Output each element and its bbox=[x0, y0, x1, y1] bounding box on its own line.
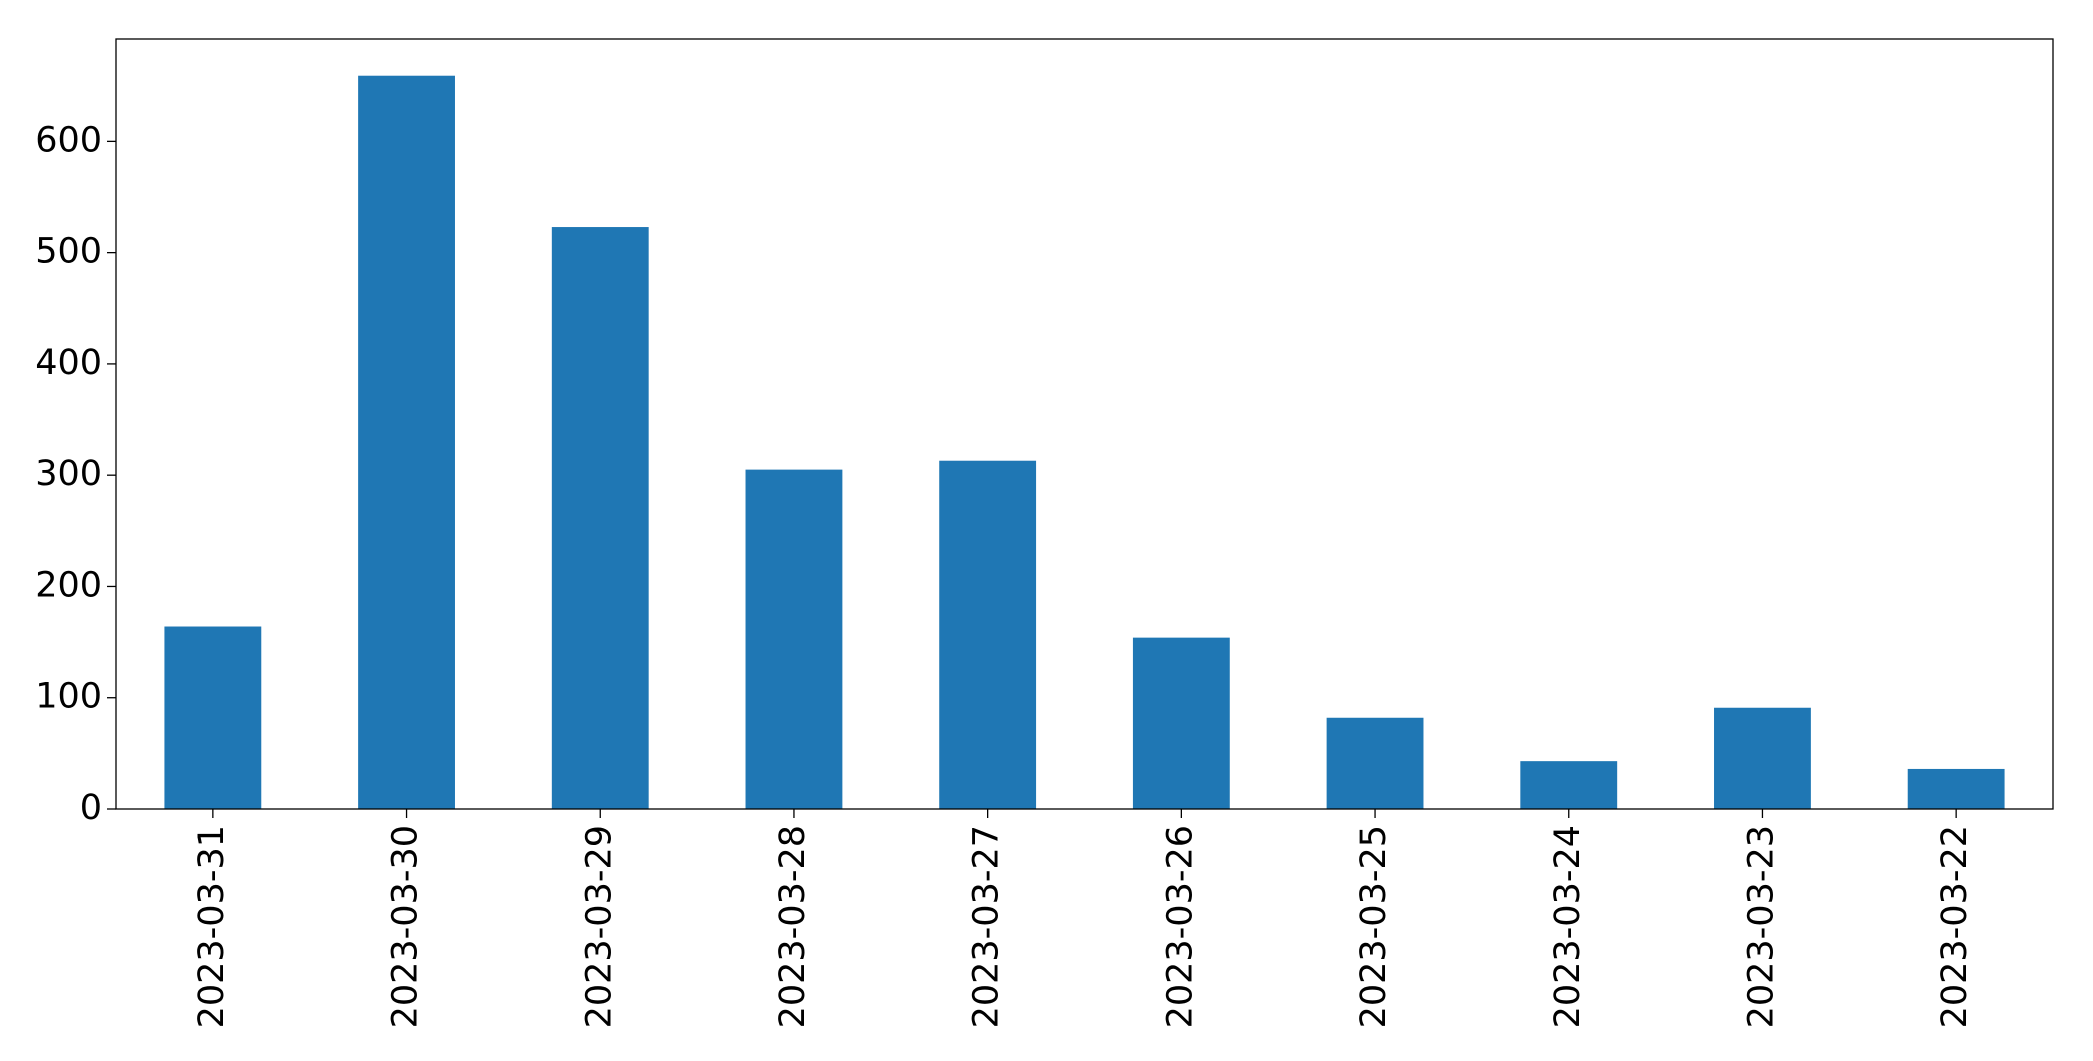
y-tick-label: 400 bbox=[35, 343, 102, 383]
bar bbox=[1907, 768, 2005, 809]
x-tick-label: 2023-03-24 bbox=[1548, 825, 1588, 1028]
y-tick-label: 200 bbox=[35, 565, 102, 605]
bar bbox=[551, 227, 649, 809]
x-tick-label: 2023-03-23 bbox=[1741, 825, 1781, 1028]
x-tick-label: 2023-03-25 bbox=[1354, 825, 1394, 1028]
bar bbox=[164, 626, 262, 809]
y-tick-label: 500 bbox=[35, 232, 102, 272]
bar bbox=[1326, 717, 1424, 809]
x-tick-label: 2023-03-22 bbox=[1935, 825, 1975, 1028]
x-tick-label: 2023-03-28 bbox=[773, 825, 813, 1028]
y-tick-label: 0 bbox=[80, 788, 102, 828]
x-tick-label: 2023-03-30 bbox=[386, 825, 426, 1028]
bar bbox=[939, 460, 1037, 809]
x-tick-label: 2023-03-29 bbox=[579, 825, 619, 1028]
x-tick-label: 2023-03-31 bbox=[192, 825, 232, 1028]
x-tick-label: 2023-03-27 bbox=[967, 825, 1007, 1028]
bar bbox=[1520, 761, 1618, 809]
y-tick-label: 600 bbox=[35, 120, 102, 160]
bar bbox=[745, 469, 843, 809]
y-tick-label: 100 bbox=[35, 677, 102, 717]
bar bbox=[1132, 637, 1230, 809]
x-tick-label: 2023-03-26 bbox=[1160, 825, 1200, 1028]
bar bbox=[1714, 707, 1811, 809]
bar bbox=[358, 75, 455, 809]
y-tick-label: 300 bbox=[35, 454, 102, 494]
plot-frame bbox=[115, 38, 2054, 810]
